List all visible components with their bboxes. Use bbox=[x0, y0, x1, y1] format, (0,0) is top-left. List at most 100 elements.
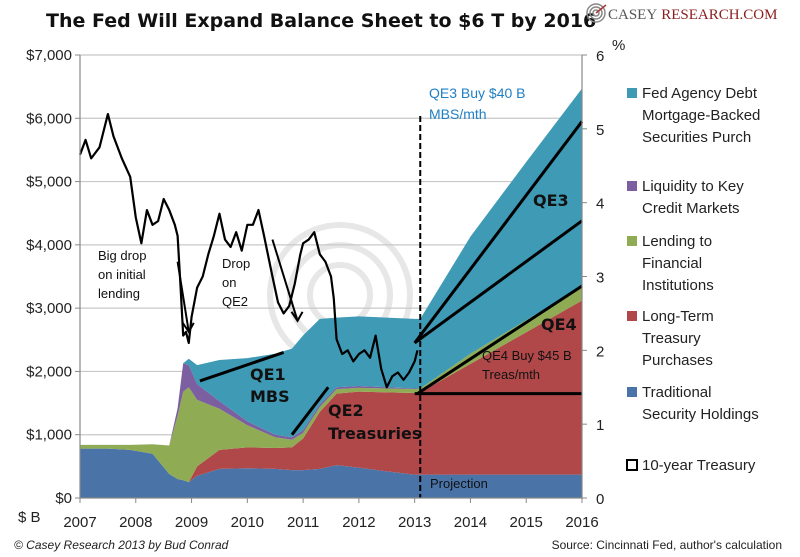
x-tick-label: 2008 bbox=[119, 514, 152, 531]
annotation-qe3: QE3 bbox=[533, 191, 569, 210]
chart-title: The Fed Will Expand Balance Sheet to $6 … bbox=[46, 10, 596, 32]
qe3-upper-line bbox=[413, 120, 584, 344]
area-long-term-treasury-purchases bbox=[80, 300, 582, 483]
qe3-lower-line bbox=[413, 219, 583, 345]
legend-label: Security Holdings bbox=[642, 406, 759, 423]
legend-label: Lending to bbox=[642, 233, 712, 250]
legend-label: Liquidity to Key bbox=[642, 178, 744, 195]
x-tick-label: 2007 bbox=[63, 514, 96, 531]
annotation-qe1: QE1 bbox=[250, 365, 286, 384]
y-tick-label: $1,000 bbox=[26, 427, 72, 444]
legend-item: Long-Term Treasury Purchases bbox=[627, 308, 714, 369]
y-tick-label: $5,000 bbox=[26, 174, 72, 191]
area-fed-agency-debt-mortgage-backed-securities-purch bbox=[80, 88, 582, 446]
logo-research: Research.com bbox=[661, 7, 777, 23]
annotation-qe4-buy: Treas/mth bbox=[482, 367, 540, 382]
annotations: Big drop on initial lending Drop on QE2 QE1 MBS… bbox=[98, 85, 577, 491]
legend-swatch bbox=[627, 387, 637, 397]
legend-label: Purchases bbox=[642, 352, 713, 369]
trend-lines bbox=[199, 116, 584, 498]
annotation-drop-qe2: Drop bbox=[222, 256, 250, 271]
y-tick-label: $7,000 bbox=[26, 47, 72, 64]
x-tick-label: 2014 bbox=[454, 514, 487, 531]
area-lending-to-financial-institutions bbox=[80, 286, 582, 483]
legend-label: Traditional bbox=[642, 384, 711, 401]
logo-spiral-icon bbox=[586, 3, 607, 23]
annotation-big-drop: Big drop bbox=[98, 248, 146, 263]
legend-label: Institutions bbox=[642, 277, 714, 294]
legend-label: Treasury bbox=[642, 330, 701, 347]
legend-label: 10-year Treasury bbox=[642, 457, 756, 474]
legend-label: Fed Agency Debt bbox=[642, 85, 758, 102]
logo-casey: Casey bbox=[608, 7, 657, 23]
arrow-head-icon bbox=[181, 322, 195, 334]
arrow-head-icon bbox=[290, 311, 304, 323]
footer-copyright: © Casey Research 2013 by Bud Conrad bbox=[14, 538, 229, 552]
qe4-upper-line bbox=[416, 284, 583, 395]
legend: Fed Agency Debt Mortgage-Backed Securities… bbox=[626, 85, 760, 474]
y2-tick-label: 5 bbox=[596, 122, 604, 139]
qe1-trend-line bbox=[199, 351, 285, 383]
stacked-areas bbox=[80, 88, 582, 498]
logo: Casey Research.com bbox=[586, 3, 777, 23]
y2-axis-label: % bbox=[612, 37, 625, 54]
legend-label: Long-Term bbox=[642, 308, 714, 325]
legend-item: Traditional Security Holdings bbox=[627, 384, 759, 423]
y2-tick-label: 3 bbox=[596, 270, 604, 287]
ten-year-line bbox=[78, 112, 419, 389]
ten-year-treasury-line bbox=[78, 112, 419, 389]
legend-swatch bbox=[627, 181, 637, 191]
legend-swatch bbox=[626, 459, 638, 471]
y2-tick-label: 0 bbox=[596, 491, 604, 508]
legend-label: Mortgage-Backed bbox=[642, 107, 760, 124]
annotation-big-drop: on initial bbox=[98, 267, 146, 282]
x-tick-label: 2015 bbox=[510, 514, 543, 531]
legend-label: Credit Markets bbox=[642, 200, 740, 217]
y2-tick-label: 4 bbox=[596, 196, 604, 213]
x-tick-label: 2012 bbox=[342, 514, 375, 531]
y-tick-label: $3,000 bbox=[26, 300, 72, 317]
x-tick-label: 2010 bbox=[231, 514, 264, 531]
annotation-drop-qe2: on bbox=[222, 275, 236, 290]
legend-label: Financial bbox=[642, 255, 702, 272]
legend-label: Securities Purch bbox=[642, 129, 751, 146]
annotation-projection: Projection bbox=[430, 476, 488, 491]
annotation-qe2: Treasuries bbox=[328, 424, 421, 443]
legend-swatch bbox=[627, 236, 637, 246]
legend-swatch bbox=[627, 88, 637, 98]
annotation-qe3-buy: QE3 Buy $40 B bbox=[429, 85, 526, 101]
y-tick-label: $2,000 bbox=[26, 363, 72, 380]
legend-item: 10-year Treasury bbox=[626, 457, 756, 474]
annotation-qe4: QE4 bbox=[541, 315, 577, 334]
legend-item: Liquidity to Key Credit Markets bbox=[627, 178, 744, 217]
annotation-big-drop: lending bbox=[98, 286, 140, 301]
drop-arrow bbox=[176, 261, 190, 333]
y-axis-label: $ B bbox=[18, 509, 41, 526]
area-traditional-security-holdings bbox=[80, 448, 582, 498]
legend-item: Fed Agency Debt Mortgage-Backed Securities… bbox=[627, 85, 760, 146]
x-tick-label: 2011 bbox=[287, 514, 319, 531]
annotation-qe2: QE2 bbox=[328, 401, 364, 420]
x-tick-label: 2009 bbox=[175, 514, 208, 531]
x-tick-label: 2016 bbox=[565, 514, 598, 531]
footer-source: Source: Cincinnati Fed, author's calcula… bbox=[552, 538, 782, 552]
y2-tick-label: 1 bbox=[596, 417, 604, 434]
annotation-drop-qe2: QE2 bbox=[222, 294, 248, 309]
y-tick-label: $4,000 bbox=[26, 237, 72, 254]
qe2-trend-line bbox=[290, 386, 330, 436]
y-axis-ticks: $0 $1,000 $2,000 $3,000 $4,000 $5,000 $6,000 $7… bbox=[26, 47, 80, 507]
annotation-qe3-buy: MBS/mth bbox=[429, 106, 487, 122]
x-tick-label: 2013 bbox=[398, 514, 431, 531]
annotation-qe4-buy: QE4 Buy $45 B bbox=[482, 348, 572, 363]
y2-axis-ticks: 0 1 2 3 4 5 6 bbox=[582, 48, 604, 508]
y2-tick-label: 6 bbox=[596, 48, 604, 65]
y-tick-label: $0 bbox=[55, 490, 72, 507]
drop-arrow bbox=[271, 239, 299, 322]
y2-tick-label: 2 bbox=[596, 343, 604, 360]
x-axis-ticks: 2007 2008 2009 2010 2011 2012 2013 2014 2015 2016 bbox=[63, 498, 599, 531]
legend-item: Lending to Financial Institutions bbox=[627, 233, 714, 294]
y-tick-label: $6,000 bbox=[26, 110, 72, 127]
logo-text: Casey Research.com bbox=[608, 7, 777, 23]
annotation-qe1: MBS bbox=[250, 387, 290, 406]
